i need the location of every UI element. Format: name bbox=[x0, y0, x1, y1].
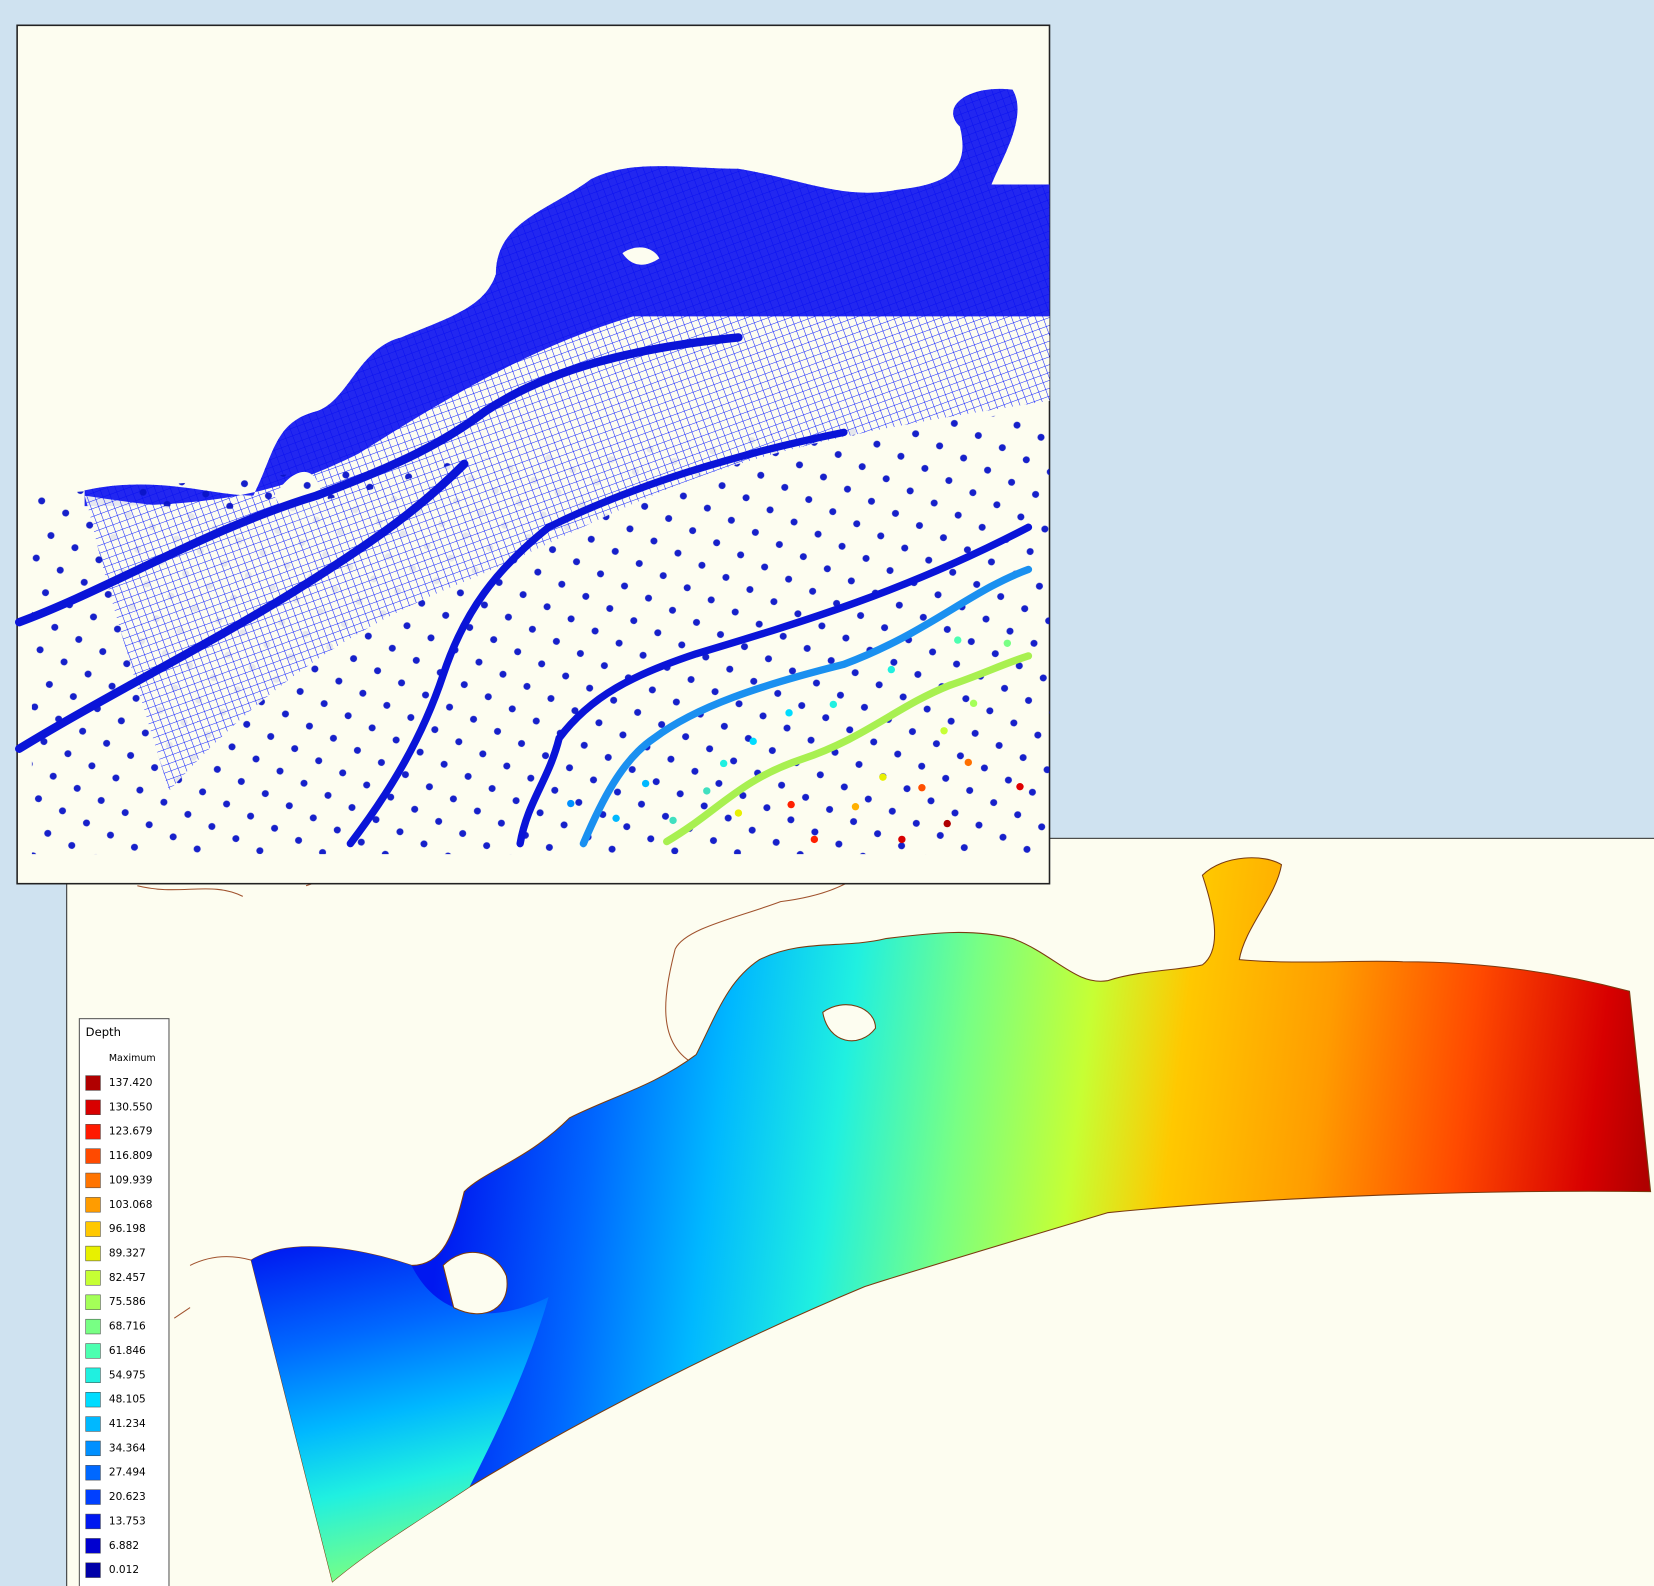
legend-swatch bbox=[86, 1441, 101, 1456]
legend-label: 89.327 bbox=[109, 1248, 146, 1260]
legend-label: 48.105 bbox=[109, 1394, 146, 1406]
legend-label: 137.420 bbox=[109, 1077, 153, 1089]
legend-swatch bbox=[86, 1465, 101, 1480]
legend-label: 6.882 bbox=[109, 1540, 139, 1552]
legend-swatch bbox=[86, 1319, 101, 1334]
legend-label: 130.550 bbox=[109, 1101, 153, 1113]
legend-swatch bbox=[86, 1344, 101, 1359]
legend-label: 116.809 bbox=[109, 1150, 153, 1162]
legend-title: Depth bbox=[86, 1025, 121, 1039]
legend-swatch bbox=[86, 1173, 101, 1188]
map-window-bottom bbox=[67, 838, 1654, 1586]
legend-swatch bbox=[86, 1514, 101, 1529]
screen: Depth Maximum 137.420 130.550 123.679 116.8… bbox=[0, 0, 1654, 1586]
legend-swatch bbox=[86, 1149, 101, 1164]
legend-swatch bbox=[86, 1076, 101, 1091]
legend-label: 0.012 bbox=[109, 1564, 139, 1576]
legend-header: Maximum bbox=[109, 1053, 156, 1064]
legend-label: 96.198 bbox=[109, 1223, 146, 1235]
legend-swatch bbox=[86, 1417, 101, 1432]
legend-swatch bbox=[86, 1295, 101, 1310]
legend-label: 103.068 bbox=[109, 1199, 153, 1211]
page: {"legend": {"title": "Depth", "header": … bbox=[0, 0, 1654, 1586]
legend-swatch bbox=[86, 1538, 101, 1553]
legend-label: 68.716 bbox=[109, 1321, 146, 1333]
legend-swatch bbox=[86, 1563, 101, 1578]
map-window-top bbox=[17, 21, 1049, 884]
legend-swatch bbox=[86, 1392, 101, 1407]
legend-swatch bbox=[86, 1246, 101, 1261]
legend-label: 54.975 bbox=[109, 1369, 146, 1381]
legend-swatch bbox=[86, 1368, 101, 1383]
legend-label: 123.679 bbox=[109, 1126, 153, 1138]
legend-label: 34.364 bbox=[109, 1442, 146, 1454]
legend-swatch bbox=[86, 1490, 101, 1505]
legend-label: 13.753 bbox=[109, 1515, 146, 1527]
legend-swatch bbox=[86, 1197, 101, 1212]
legend-label: 109.939 bbox=[109, 1174, 153, 1186]
legend-swatch bbox=[86, 1124, 101, 1139]
legend-label: 82.457 bbox=[109, 1272, 146, 1284]
legend-label: 61.846 bbox=[109, 1345, 146, 1357]
legend-swatch bbox=[86, 1100, 101, 1115]
legend-label: 20.623 bbox=[109, 1491, 146, 1503]
legend-label: 75.586 bbox=[109, 1296, 146, 1308]
legend-swatch bbox=[86, 1270, 101, 1285]
legend-label: 41.234 bbox=[109, 1418, 146, 1430]
legend-swatch bbox=[86, 1222, 101, 1237]
legend: Depth Maximum 137.420 130.550 123.679 116.8… bbox=[79, 1019, 169, 1586]
legend-label: 27.494 bbox=[109, 1467, 146, 1479]
